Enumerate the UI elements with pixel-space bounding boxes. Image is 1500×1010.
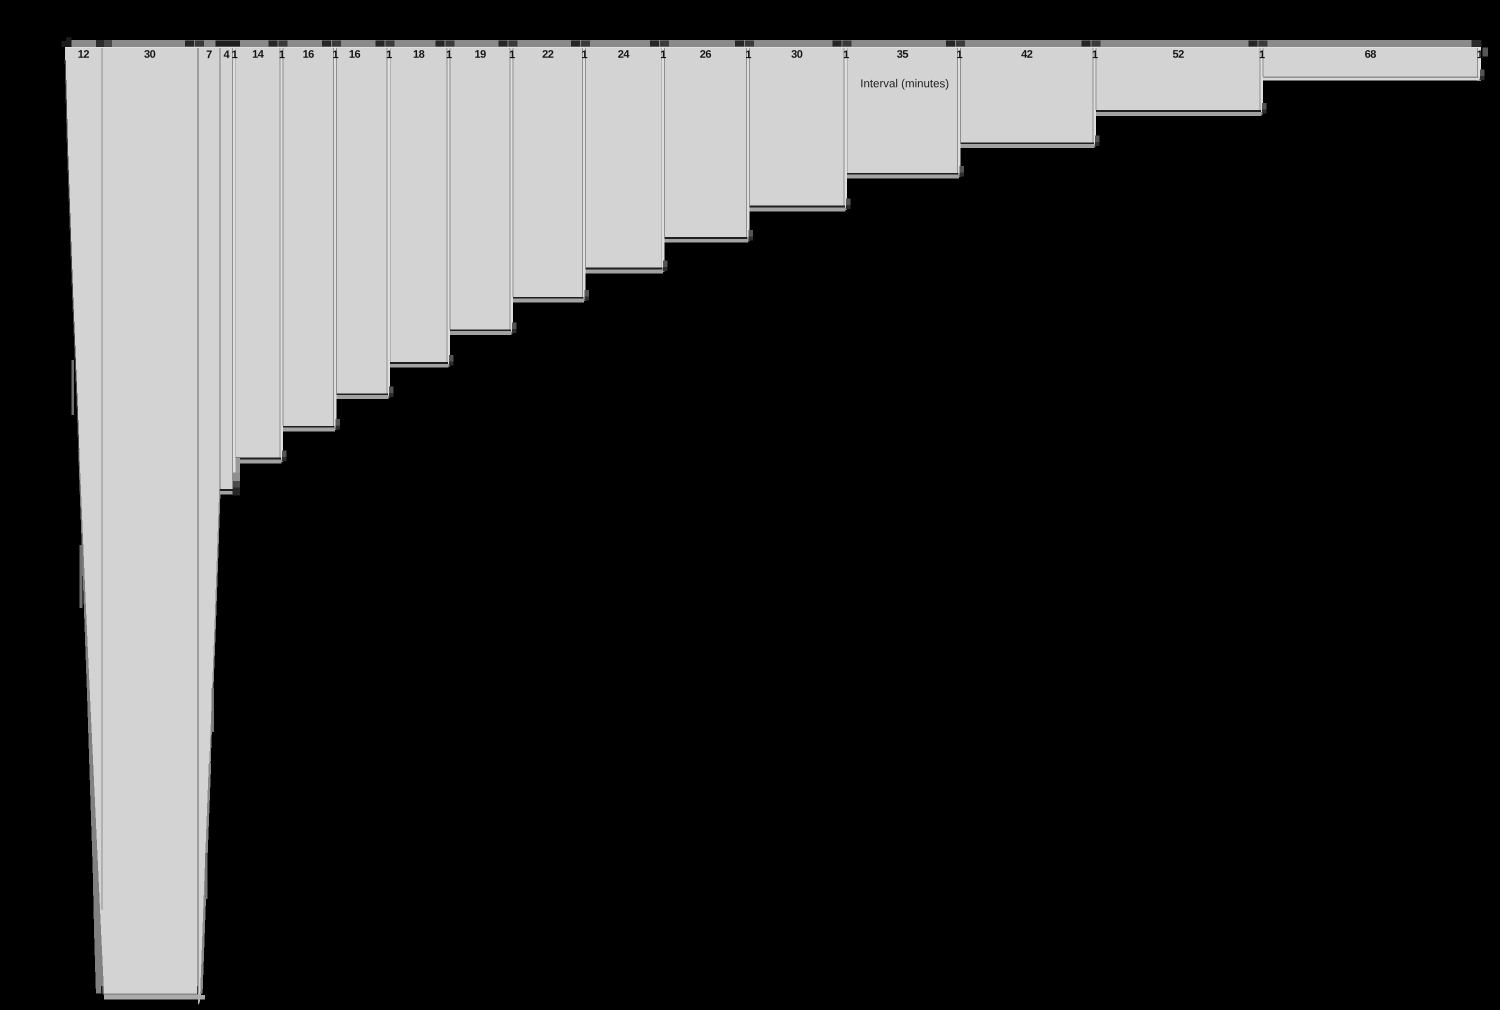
svg-text:Interval (minutes): Interval (minutes) [860, 78, 949, 90]
svg-text:14: 14 [252, 49, 265, 61]
svg-text:4: 4 [223, 49, 230, 61]
svg-text:1: 1 [1092, 49, 1098, 61]
svg-text:1: 1 [332, 49, 338, 61]
svg-text:1: 1 [843, 49, 849, 61]
svg-text:12: 12 [78, 49, 90, 61]
svg-text:24: 24 [618, 49, 631, 61]
svg-text:68: 68 [1365, 49, 1377, 61]
svg-text:52: 52 [1172, 49, 1184, 61]
svg-text:26: 26 [700, 49, 712, 61]
svg-text:1: 1 [660, 49, 666, 61]
svg-text:30: 30 [791, 49, 803, 61]
svg-text:18: 18 [413, 49, 425, 61]
svg-text:16: 16 [303, 49, 315, 61]
svg-text:1: 1 [1477, 49, 1483, 61]
svg-text:1: 1 [279, 49, 285, 61]
svg-text:16: 16 [349, 49, 361, 61]
svg-text:1: 1 [956, 49, 962, 61]
svg-text:19: 19 [474, 49, 486, 61]
svg-text:1: 1 [581, 49, 587, 61]
svg-text:22: 22 [542, 49, 554, 61]
svg-text:7: 7 [206, 49, 212, 61]
svg-text:1: 1 [509, 49, 515, 61]
svg-text:1: 1 [745, 49, 751, 61]
svg-text:42: 42 [1021, 49, 1033, 61]
svg-text:1: 1 [232, 49, 238, 61]
svg-text:1: 1 [386, 49, 392, 61]
svg-text:30: 30 [144, 49, 156, 61]
svg-text:1: 1 [1259, 49, 1265, 61]
svg-text:1: 1 [446, 49, 452, 61]
svg-text:35: 35 [897, 49, 909, 61]
